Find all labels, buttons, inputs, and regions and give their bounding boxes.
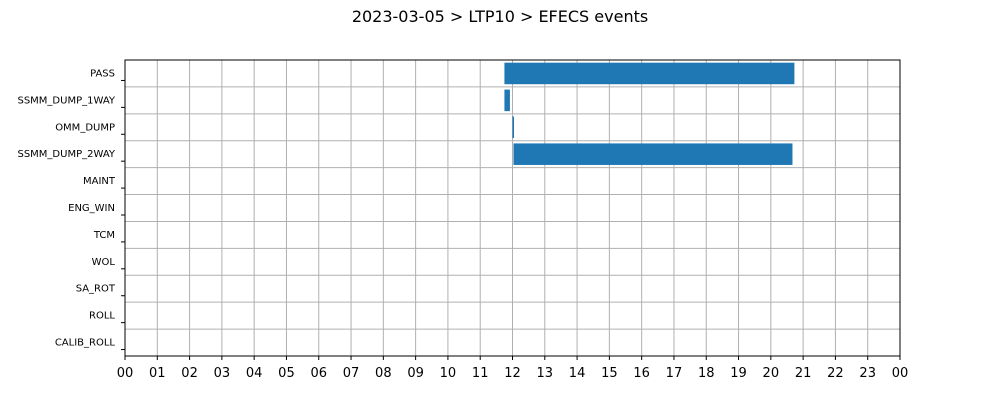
event-bar <box>504 89 510 112</box>
event-bar <box>512 116 514 139</box>
y-tick-label: OMM_DUMP <box>55 122 115 133</box>
x-tick-label: 06 <box>310 366 327 381</box>
x-tick-label: 00 <box>117 366 134 381</box>
x-tick-label: 07 <box>343 366 360 381</box>
grid <box>124 60 901 356</box>
x-tick-label: 13 <box>537 366 554 381</box>
x-tick-label: 14 <box>569 366 586 381</box>
x-tick-label: 16 <box>633 366 650 381</box>
y-tick-label: SSMM_DUMP_2WAY <box>17 149 115 160</box>
x-tick-label: 21 <box>795 366 812 381</box>
y-tick-label: MAINT <box>83 176 116 187</box>
x-tick-label: 02 <box>181 366 198 381</box>
x-tick-label: 22 <box>827 366 844 381</box>
x-tick-label: 03 <box>214 366 231 381</box>
x-tick-label: 17 <box>666 366 683 381</box>
x-tick-label: 08 <box>375 366 392 381</box>
bars <box>504 62 795 165</box>
x-tick-label: 11 <box>472 366 489 381</box>
x-tick-label: 04 <box>246 366 263 381</box>
y-tick-label: ENG_WIN <box>68 203 115 214</box>
y-tick-label: ROLL <box>89 311 115 322</box>
x-tick-label: 10 <box>440 366 457 381</box>
axes: 00 01 02 03 04 05 06 07 08 09 10 11 12 13 14 15 16 17 18 19… <box>17 68 908 381</box>
event-bar <box>504 62 795 85</box>
y-tick-label: SA_ROT <box>76 284 116 295</box>
event-bar <box>513 143 793 165</box>
x-tick-label: 00 <box>892 366 909 381</box>
y-tick-label: SSMM_DUMP_1WAY <box>17 95 115 106</box>
x-tick-label: 01 <box>149 366 166 381</box>
x-tick-label: 23 <box>859 366 876 381</box>
x-tick-label: 09 <box>407 366 424 381</box>
y-tick-label: TCM <box>93 230 115 241</box>
x-tick-label: 20 <box>763 366 780 381</box>
y-tick-label: CALIB_ROLL <box>55 338 116 349</box>
y-tick-label: WOL <box>92 257 116 268</box>
x-tick-label: 15 <box>601 366 618 381</box>
x-tick-label: 05 <box>278 366 295 381</box>
x-tick-label: 19 <box>730 366 747 381</box>
x-tick-label: 18 <box>698 366 715 381</box>
y-tick-label: PASS <box>90 68 115 79</box>
x-tick-label: 12 <box>504 366 521 381</box>
chart-title: 2023-03-05 > LTP10 > EFECS events <box>352 7 648 26</box>
